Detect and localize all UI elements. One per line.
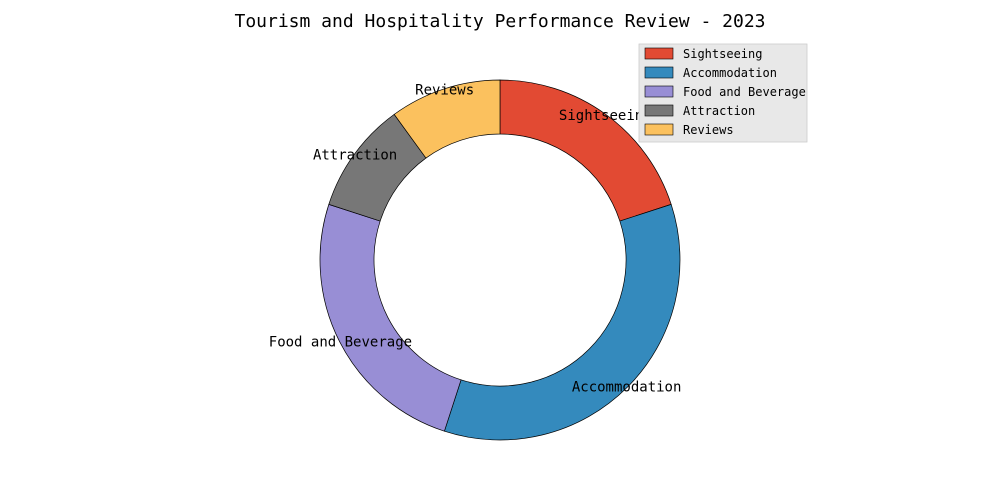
chart-title: Tourism and Hospitality Performance Revi… <box>234 11 765 32</box>
legend: Sightseeing Accommodation Food and Beverag… <box>638 43 808 143</box>
legend-label-attraction: Attraction <box>683 104 755 118</box>
slice-label-accommodation: Accommodation <box>572 380 682 396</box>
slice-labels: Sightseeing Accommodation Food and Beverag… <box>269 83 682 396</box>
slice-label-attraction: Attraction <box>313 148 397 164</box>
slice-label-reviews: Reviews <box>415 83 474 99</box>
legend-swatch-food-and-beverage <box>644 85 674 98</box>
legend-label-food-and-beverage: Food and Beverage <box>683 85 806 99</box>
legend-swatch-reviews <box>644 123 674 136</box>
legend-label-accommodation: Accommodation <box>683 66 777 80</box>
slice-food-and-beverage <box>319 203 462 432</box>
legend-label-reviews: Reviews <box>683 123 734 137</box>
legend-swatch-attraction <box>644 104 674 117</box>
slice-label-sightseeing: Sightseeing <box>559 108 652 124</box>
legend-swatch-sightseeing <box>644 47 674 60</box>
slice-accommodation <box>443 203 681 441</box>
slices <box>319 79 681 441</box>
legend-swatch-accommodation <box>644 66 674 79</box>
slice-reviews <box>393 79 501 159</box>
slice-label-food-and-beverage: Food and Beverage <box>269 334 412 350</box>
legend-label-sightseeing: Sightseeing <box>683 47 762 61</box>
